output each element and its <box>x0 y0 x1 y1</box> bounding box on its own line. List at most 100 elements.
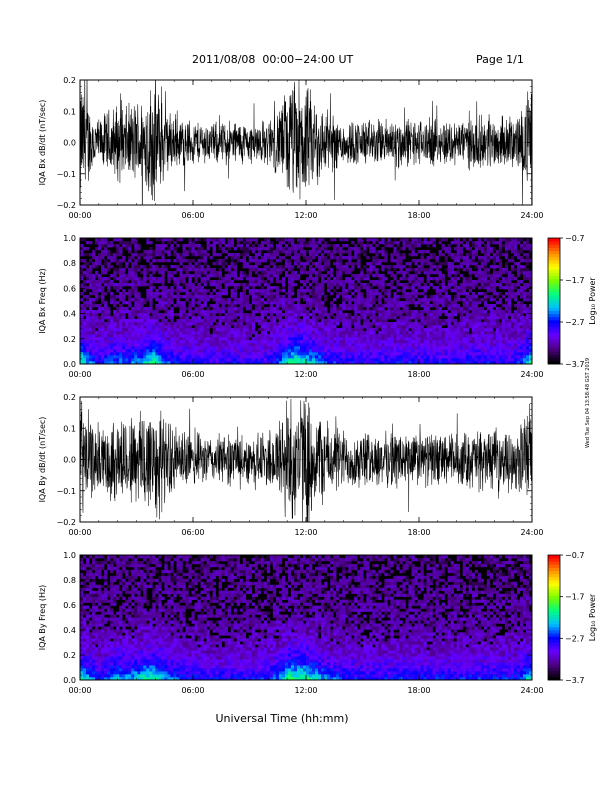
y-tick-label: 0.6 <box>63 601 76 610</box>
colorbar-cell <box>548 617 560 622</box>
colorbar-cell <box>548 294 560 299</box>
x-tick-label: 06:00 <box>181 686 204 695</box>
y-tick-label: −0.2 <box>57 518 76 527</box>
colorbar-frame <box>547 554 561 681</box>
page-header: 2011/08/08 00:00−24:00 UT Page 1/1 <box>0 0 612 80</box>
panel-3: 00:00 06:00 12:00 18:00 24:00 −0.2 −0.1 0.0 0.1 0… <box>38 393 544 537</box>
x-tick-label: 06:00 <box>181 370 204 379</box>
y-tick-label: 0.2 <box>63 76 76 85</box>
colorbar-cell <box>548 661 560 665</box>
x-tick-label: 24:00 <box>520 686 543 695</box>
colorbar-cell <box>548 626 560 631</box>
colorbar-cell <box>548 608 560 612</box>
y-tick-label: 0.6 <box>63 284 76 293</box>
y-tick-label: 0.2 <box>63 393 76 402</box>
x-tick-label: 06:00 <box>181 211 204 220</box>
colorbar-cell <box>548 614 560 618</box>
colorbar-cell <box>548 639 560 643</box>
colorbar-cell <box>548 611 560 615</box>
colorbar-cell <box>548 319 560 324</box>
series-line <box>80 80 532 205</box>
y-tick-label: 0.8 <box>63 259 76 268</box>
colorbar-cell <box>548 642 560 647</box>
x-tick-label: 18:00 <box>407 686 430 695</box>
x-tick-label: 24:00 <box>520 528 543 537</box>
colorbar-cell <box>548 282 560 286</box>
colorbar-cell <box>548 570 560 575</box>
colorbar-cell <box>548 291 560 296</box>
colorbar-tick-label: −2.7 <box>565 318 584 327</box>
page-title: 2011/08/08 00:00−24:00 UT <box>192 53 354 66</box>
colorbar-cell <box>548 310 560 314</box>
y-tick-label: 0.0 <box>63 676 76 685</box>
heatmap-cells <box>80 555 533 681</box>
y-tick-label: 0.2 <box>63 651 76 660</box>
colorbar-frame <box>547 237 561 365</box>
colorbar-cell <box>548 329 560 333</box>
colorbar-cell <box>548 558 560 562</box>
colorbar-cell <box>548 351 560 355</box>
y-axis-label: IQA Bx Freq (Hz) <box>38 268 47 334</box>
colorbar-cell <box>548 564 560 568</box>
colorbar-cell <box>548 260 560 264</box>
colorbar-cell <box>548 247 560 251</box>
plot-frame <box>79 396 533 523</box>
colorbar-cell <box>548 263 560 267</box>
colorbar-cell <box>548 316 560 321</box>
colorbar-cell <box>548 326 560 330</box>
colorbar-cell <box>548 623 560 628</box>
colorbar-cell <box>548 667 560 672</box>
colorbar-cell <box>548 275 560 280</box>
colorbar-cell <box>548 288 560 292</box>
colorbar-cell <box>548 266 560 270</box>
colorbar-cell <box>548 256 560 261</box>
colorbar-cell <box>548 573 560 578</box>
colorbar-cell <box>548 567 560 572</box>
y-tick-label: 0.0 <box>63 360 76 369</box>
colorbar-cell <box>548 630 560 634</box>
series-line <box>80 399 532 522</box>
y-tick-label: 0.4 <box>63 626 76 635</box>
y-tick-label: 0.1 <box>63 424 76 433</box>
x-tick-label: 18:00 <box>407 370 430 379</box>
y-axis-label: IQA By Freq (Hz) <box>38 585 47 651</box>
x-tick-label: 06:00 <box>181 528 204 537</box>
colorbar-tick-label: −2.7 <box>565 634 584 643</box>
plot-frame <box>79 237 533 365</box>
colorbar-cell <box>548 658 560 662</box>
colorbar-cell <box>548 357 560 362</box>
colorbar-cell <box>548 586 560 590</box>
colorbar-cell <box>548 301 560 305</box>
y-tick-label: 0.8 <box>63 576 76 585</box>
y-tick-label: 0.0 <box>63 139 76 148</box>
y-axis-label: IQA Bx dB/dt (nT/sec) <box>38 100 47 186</box>
y-tick-label: −0.1 <box>57 170 76 179</box>
colorbar-cell <box>548 580 560 584</box>
colorbar-cell <box>548 313 560 318</box>
x-tick-label: 00:00 <box>68 686 91 695</box>
colorbar-cell <box>548 278 560 283</box>
colorbar-tick-label: −3.7 <box>565 360 584 369</box>
y-tick-label: −0.1 <box>57 487 76 496</box>
colorbar-cell <box>548 601 560 606</box>
y-tick-label: 0.4 <box>63 310 76 319</box>
colorbar-cell <box>548 338 560 343</box>
timestamp-stamp: Wed Tue Sep 04 13:58:48 GST 2019 <box>585 348 599 448</box>
colorbar-cell <box>548 633 560 637</box>
colorbar-tick-label: −1.7 <box>565 276 584 285</box>
x-tick-label: 12:00 <box>294 686 317 695</box>
y-tick-label: 0.0 <box>63 456 76 465</box>
colorbar-cell <box>548 583 560 587</box>
colorbar-tick-label: −3.7 <box>565 676 584 685</box>
colorbar-cell <box>548 250 560 255</box>
colorbar-cell <box>548 673 560 678</box>
y-tick-label: 0.1 <box>63 107 76 116</box>
colorbar-cell <box>548 341 560 346</box>
colorbar-tick-label: −0.7 <box>565 234 584 243</box>
colorbar-cell <box>548 576 560 581</box>
colorbar-cell <box>548 555 560 559</box>
x-tick-label: 12:00 <box>294 211 317 220</box>
heatmap-cells <box>80 238 533 365</box>
x-tick-label: 12:00 <box>294 528 317 537</box>
